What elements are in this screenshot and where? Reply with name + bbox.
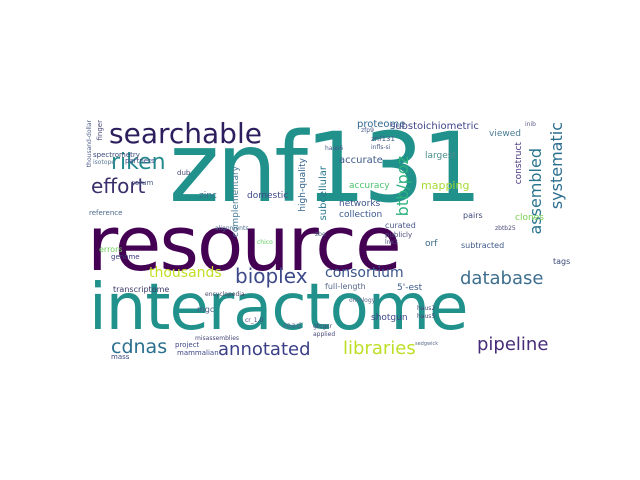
word-libraries: libraries — [343, 338, 416, 359]
word-zinc: zinc — [199, 191, 217, 201]
word-corum: corum — [131, 179, 154, 187]
word-accuracy: accuracy — [349, 181, 390, 191]
word-effort: effort — [91, 174, 146, 198]
word-zbe: zbe — [315, 231, 326, 238]
word-high-quality: high-quality — [298, 158, 308, 212]
word-riken: riken — [111, 150, 166, 175]
word-sedgwick: sedgwick — [415, 341, 439, 347]
word-errors: errors — [99, 245, 123, 254]
word-haus5: haus5 — [417, 313, 436, 320]
word-transcriptome: transcriptome — [113, 285, 170, 294]
word-annotated: annotated — [218, 339, 311, 360]
word-subtracted: subtracted — [461, 241, 505, 250]
word-cdnas: cdnas — [111, 336, 168, 358]
word-encyclopedia: encyclopedia — [205, 291, 245, 298]
word-znf131-small: znf131 — [371, 135, 395, 143]
word-subcellular: subcellular — [318, 166, 329, 221]
word-reference: reference — [89, 209, 123, 217]
word-bioplex: bioplex — [235, 264, 308, 288]
word-publicly: publicly — [385, 231, 413, 239]
word-misassemblies: misassemblies — [195, 335, 240, 342]
word-curated: curated — [385, 221, 416, 230]
word-tags: tags — [553, 257, 570, 266]
word-applied: applied — [313, 331, 336, 338]
word-5-est: 5'-est — [397, 283, 423, 293]
word-inib: inib — [525, 121, 536, 128]
word-zfp9: zfp9 — [361, 127, 374, 134]
word-networks: networks — [339, 199, 381, 209]
word-resource: resource — [87, 199, 402, 288]
word-mass: mass — [111, 353, 130, 361]
word-accurate: accurate — [339, 155, 383, 166]
word-genome: genome — [111, 253, 140, 261]
word-pairs: pairs — [463, 211, 483, 220]
word-finger: finger — [96, 120, 104, 141]
word-interactome: interactome — [89, 271, 468, 345]
word-btb-poz: btb/poz — [393, 156, 412, 217]
word-gtcgcr: gtcgcr — [313, 323, 333, 330]
word-mapping: mapping — [421, 179, 470, 192]
word-mammalian: mammalian — [177, 349, 219, 357]
word-cr-1-0: cr_1.0 — [245, 317, 264, 324]
word-dub: dub — [177, 169, 191, 177]
word-consortium: consortium — [325, 265, 404, 281]
word-thousand-dollar: thousand-dollar — [86, 120, 93, 168]
word-cloud: resource interactome znf131 searchable r… — [85, 118, 570, 365]
word-searchable: searchable — [109, 118, 262, 150]
word-ontology: ontology — [349, 297, 376, 304]
word-haus6: haus6 — [325, 145, 344, 152]
word-pipeline: pipeline — [477, 334, 549, 355]
word-haus2: haus2 — [417, 305, 436, 312]
word-isotope: isotope — [93, 159, 115, 166]
word-shotgun: shotgun — [371, 313, 408, 323]
word-viewed: viewed — [489, 129, 521, 139]
word-thousands: thousands — [149, 265, 222, 281]
word-read: read — [283, 321, 302, 330]
word-lnx3: lnx3 — [385, 239, 398, 246]
word-project: project — [175, 341, 200, 349]
word-full-length: full-length — [325, 282, 366, 291]
word-chico: chico — [257, 239, 273, 246]
word-construct: construct — [514, 142, 524, 185]
word-proteome: proteome — [357, 119, 406, 130]
word-zbtb25: zbtb25 — [495, 225, 516, 232]
word-mgc: mgc — [197, 305, 215, 314]
word-alignments: alignments — [215, 225, 249, 232]
word-database: database — [460, 268, 544, 289]
word-infls-si: infls-si — [371, 144, 391, 151]
word-substoichiometric: substoichiometric — [390, 121, 479, 132]
word-clones: clones — [515, 213, 544, 223]
word-znf131: znf131 — [169, 118, 482, 224]
word-largest: largest — [425, 151, 457, 161]
word-domestic: domestic — [247, 191, 289, 201]
word-partners: partners — [125, 157, 155, 165]
word-systematic: systematic — [547, 122, 566, 210]
word-orf: orf — [425, 239, 438, 249]
word-spectrometry: spectrometry — [93, 151, 140, 159]
word-collection: collection — [339, 210, 383, 220]
